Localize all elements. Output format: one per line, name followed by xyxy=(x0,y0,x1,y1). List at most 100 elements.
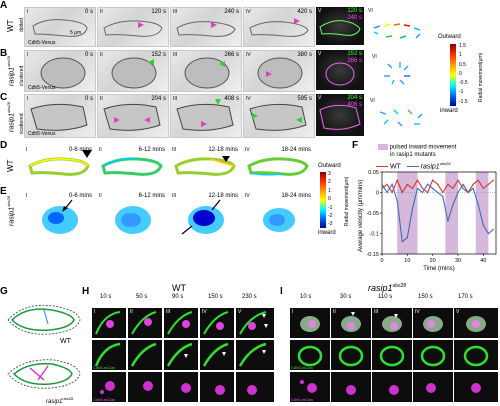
b-merge: V 152 s 266 s xyxy=(316,50,364,90)
magenta-arrowhead xyxy=(114,117,120,123)
x-axis-label: Time (mins) xyxy=(423,266,454,272)
series-point-0-3 xyxy=(396,179,398,181)
i-green-3 xyxy=(372,340,412,370)
panel-i-label: I xyxy=(280,286,283,297)
i-mag-5 xyxy=(454,372,498,402)
magenta-arrowhead xyxy=(266,71,272,77)
h-mag-5 xyxy=(236,372,274,402)
series-point-1-5 xyxy=(406,237,408,239)
series-point-1-19 xyxy=(477,204,479,206)
series-point-1-8 xyxy=(421,191,424,194)
i-mag-4 xyxy=(413,372,453,402)
series-point-1-6 xyxy=(411,208,413,210)
series-point-1-20 xyxy=(482,224,484,226)
a-frame-2: II 120 s xyxy=(97,7,169,47)
h-green-4 xyxy=(200,340,234,370)
x-tick-label-3: 30 xyxy=(455,258,461,264)
d-frame-2: II 6-12 mins xyxy=(97,146,167,184)
d-frame-1-arrow xyxy=(82,150,92,158)
series-point-0-7 xyxy=(416,179,419,181)
b-frame-1: I 0 s Cdh5-Venus xyxy=(24,50,96,92)
d-frame-1: I 0-6 mins xyxy=(24,146,94,184)
colorbar1-title: Radial movement(µm) xyxy=(478,52,484,102)
c-frame-2: II 204 s xyxy=(97,94,169,138)
series-point-1-16 xyxy=(462,183,464,185)
h-green-2 xyxy=(128,340,162,370)
g-schematic-mut xyxy=(7,359,81,389)
series-point-1-12 xyxy=(442,196,444,198)
e-frame-4: IV 18-24 mins xyxy=(243,192,313,238)
panel-f-label: F xyxy=(352,140,359,151)
green-arrowhead xyxy=(215,99,221,105)
h-mag-4 xyxy=(200,372,234,402)
series-point-1-18 xyxy=(472,187,474,189)
panel-h-label: H xyxy=(82,286,90,297)
magenta-arrowhead xyxy=(144,117,150,123)
series-point-0-16 xyxy=(462,187,464,189)
series-point-1-3 xyxy=(396,200,398,202)
h-merge-5: V xyxy=(236,308,274,338)
i-merge-1: I xyxy=(290,308,330,338)
legend-wt: WT xyxy=(389,163,401,171)
magenta-arrowhead xyxy=(201,121,207,127)
series-point-1-15 xyxy=(457,191,459,194)
i-green-4 xyxy=(413,340,453,370)
colorbar1-top: Outward xyxy=(438,34,461,40)
a-time-1: 0 s xyxy=(84,9,93,15)
series-point-1-11 xyxy=(437,191,439,194)
row-b-label: rasip1ubs28 xyxy=(6,56,16,86)
colorbar1-ticks: 1.5 1 0.5 0 -0.5 -1 -1.5 xyxy=(459,43,468,105)
b-frame-4: IV 380 s xyxy=(243,50,315,92)
h-mag-2 xyxy=(128,372,162,402)
i-title: rasip1ubs28 xyxy=(368,283,407,293)
green-arrowhead xyxy=(296,117,302,123)
h-mag-3 xyxy=(164,372,198,402)
y-tick-label-4: -0.15 xyxy=(366,252,379,258)
series-point-0-0 xyxy=(381,187,383,189)
c-frame-1: I 0 s Cdh5-Venus xyxy=(24,94,96,138)
x-tick-label-1: 10 xyxy=(404,258,410,264)
series-point-1-17 xyxy=(467,191,469,194)
colorbar-radial-2 xyxy=(320,172,326,228)
series-point-1-4 xyxy=(401,241,403,243)
panel-c-label: C xyxy=(0,92,8,103)
i-merge-4: IV xyxy=(413,308,453,338)
h-merge-1: I xyxy=(92,308,126,338)
b-frame-3: III 266 s xyxy=(170,50,242,92)
panel-g-label: G xyxy=(0,286,8,297)
h-title: WT xyxy=(172,283,186,293)
series-point-0-21 xyxy=(487,183,489,185)
series-point-0-14 xyxy=(452,187,454,189)
magenta-arrowhead xyxy=(138,22,144,28)
row-c-label: rasip1ubs28 xyxy=(6,102,16,132)
h-grid: 10 s 50 s 90 s 150 s 230 s xyxy=(100,294,257,300)
legend-mut: rasip1 xyxy=(420,163,440,171)
i-merge-3: III xyxy=(372,308,412,338)
shaded-interval-2 xyxy=(475,172,489,254)
series-point-0-22 xyxy=(492,179,495,181)
g-wt-label: WT xyxy=(60,338,71,345)
panel-d-label: D xyxy=(0,140,8,151)
i-mag-2 xyxy=(331,372,371,402)
colorbar2-top: Outward xyxy=(318,163,341,169)
row-d-label: WT xyxy=(6,159,15,172)
series-point-0-9 xyxy=(427,191,429,194)
a-marker: Cdh5-Venus xyxy=(28,40,56,46)
series-point-0-20 xyxy=(482,187,484,189)
i-green-1: Cdh5-mClav xyxy=(290,340,330,370)
a-frame-4: IV 420 s xyxy=(243,7,315,47)
series-point-1-22 xyxy=(492,228,495,230)
i-mag-3 xyxy=(372,372,412,402)
e-frame-3: III 12-18 mins xyxy=(170,192,240,238)
c-quiver: VI xyxy=(370,98,432,132)
series-point-0-8 xyxy=(421,187,424,189)
series-point-0-4 xyxy=(401,191,403,194)
series-point-1-13 xyxy=(447,220,449,222)
i-green-2 xyxy=(331,340,371,370)
row-a-label: WT xyxy=(6,19,15,32)
i-times: 10 s 30 s 110 s 150 s 170 s xyxy=(300,294,473,300)
i-merge-5: V xyxy=(454,308,498,338)
legend-shade-swatch xyxy=(378,144,388,150)
h-mag-1: Cdh5-mClav xyxy=(92,372,126,402)
